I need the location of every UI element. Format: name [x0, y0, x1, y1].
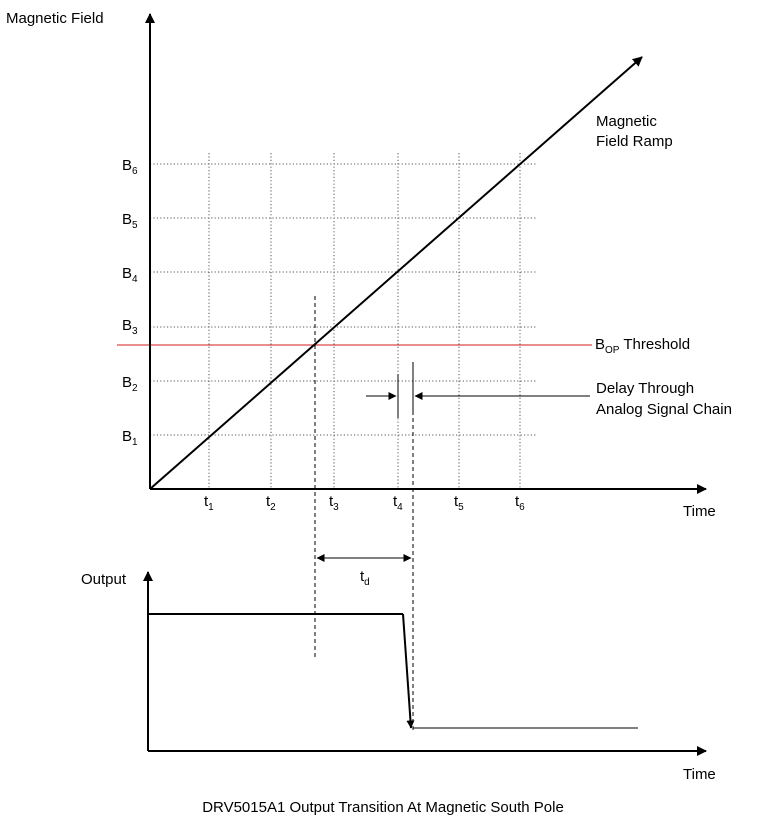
td-label: td	[360, 568, 370, 588]
delay-label-line1: Delay Through	[596, 380, 694, 397]
t-tick-label-4: t4	[393, 493, 403, 513]
b-level-label-3: B3	[122, 317, 138, 337]
b-level-label-1: B1	[122, 428, 138, 448]
b-level-label-6: B6	[122, 157, 138, 177]
bottom-y-axis-label: Output	[81, 571, 127, 588]
magnetic-field-ramp-line	[149, 56, 643, 490]
t-tick-label-6: t6	[515, 493, 525, 513]
t-tick-label-2: t2	[266, 493, 276, 513]
diagram-caption: DRV5015A1 Output Transition At Magnetic …	[202, 799, 564, 816]
t-tick-label-3: t3	[329, 493, 339, 513]
t-tick-label-5: t5	[454, 493, 464, 513]
top-x-axis-label: Time	[683, 503, 716, 520]
output-falling-edge	[402, 613, 415, 729]
b-level-label-4: B4	[122, 265, 138, 285]
bop-threshold-label: BOP Threshold	[595, 336, 690, 356]
bottom-x-axis-label: Time	[683, 766, 716, 783]
b-level-label-5: B5	[122, 211, 138, 231]
t-tick-label-1: t1	[204, 493, 214, 513]
delay-label-line2: Analog Signal Chain	[596, 401, 732, 418]
b-level-label-2: B2	[122, 374, 138, 394]
ramp-label-line2: Field Ramp	[596, 133, 673, 150]
ramp-label-line1: Magnetic	[596, 113, 657, 130]
top-grid	[150, 153, 536, 489]
top-y-axis-label: Magnetic Field	[6, 10, 104, 27]
